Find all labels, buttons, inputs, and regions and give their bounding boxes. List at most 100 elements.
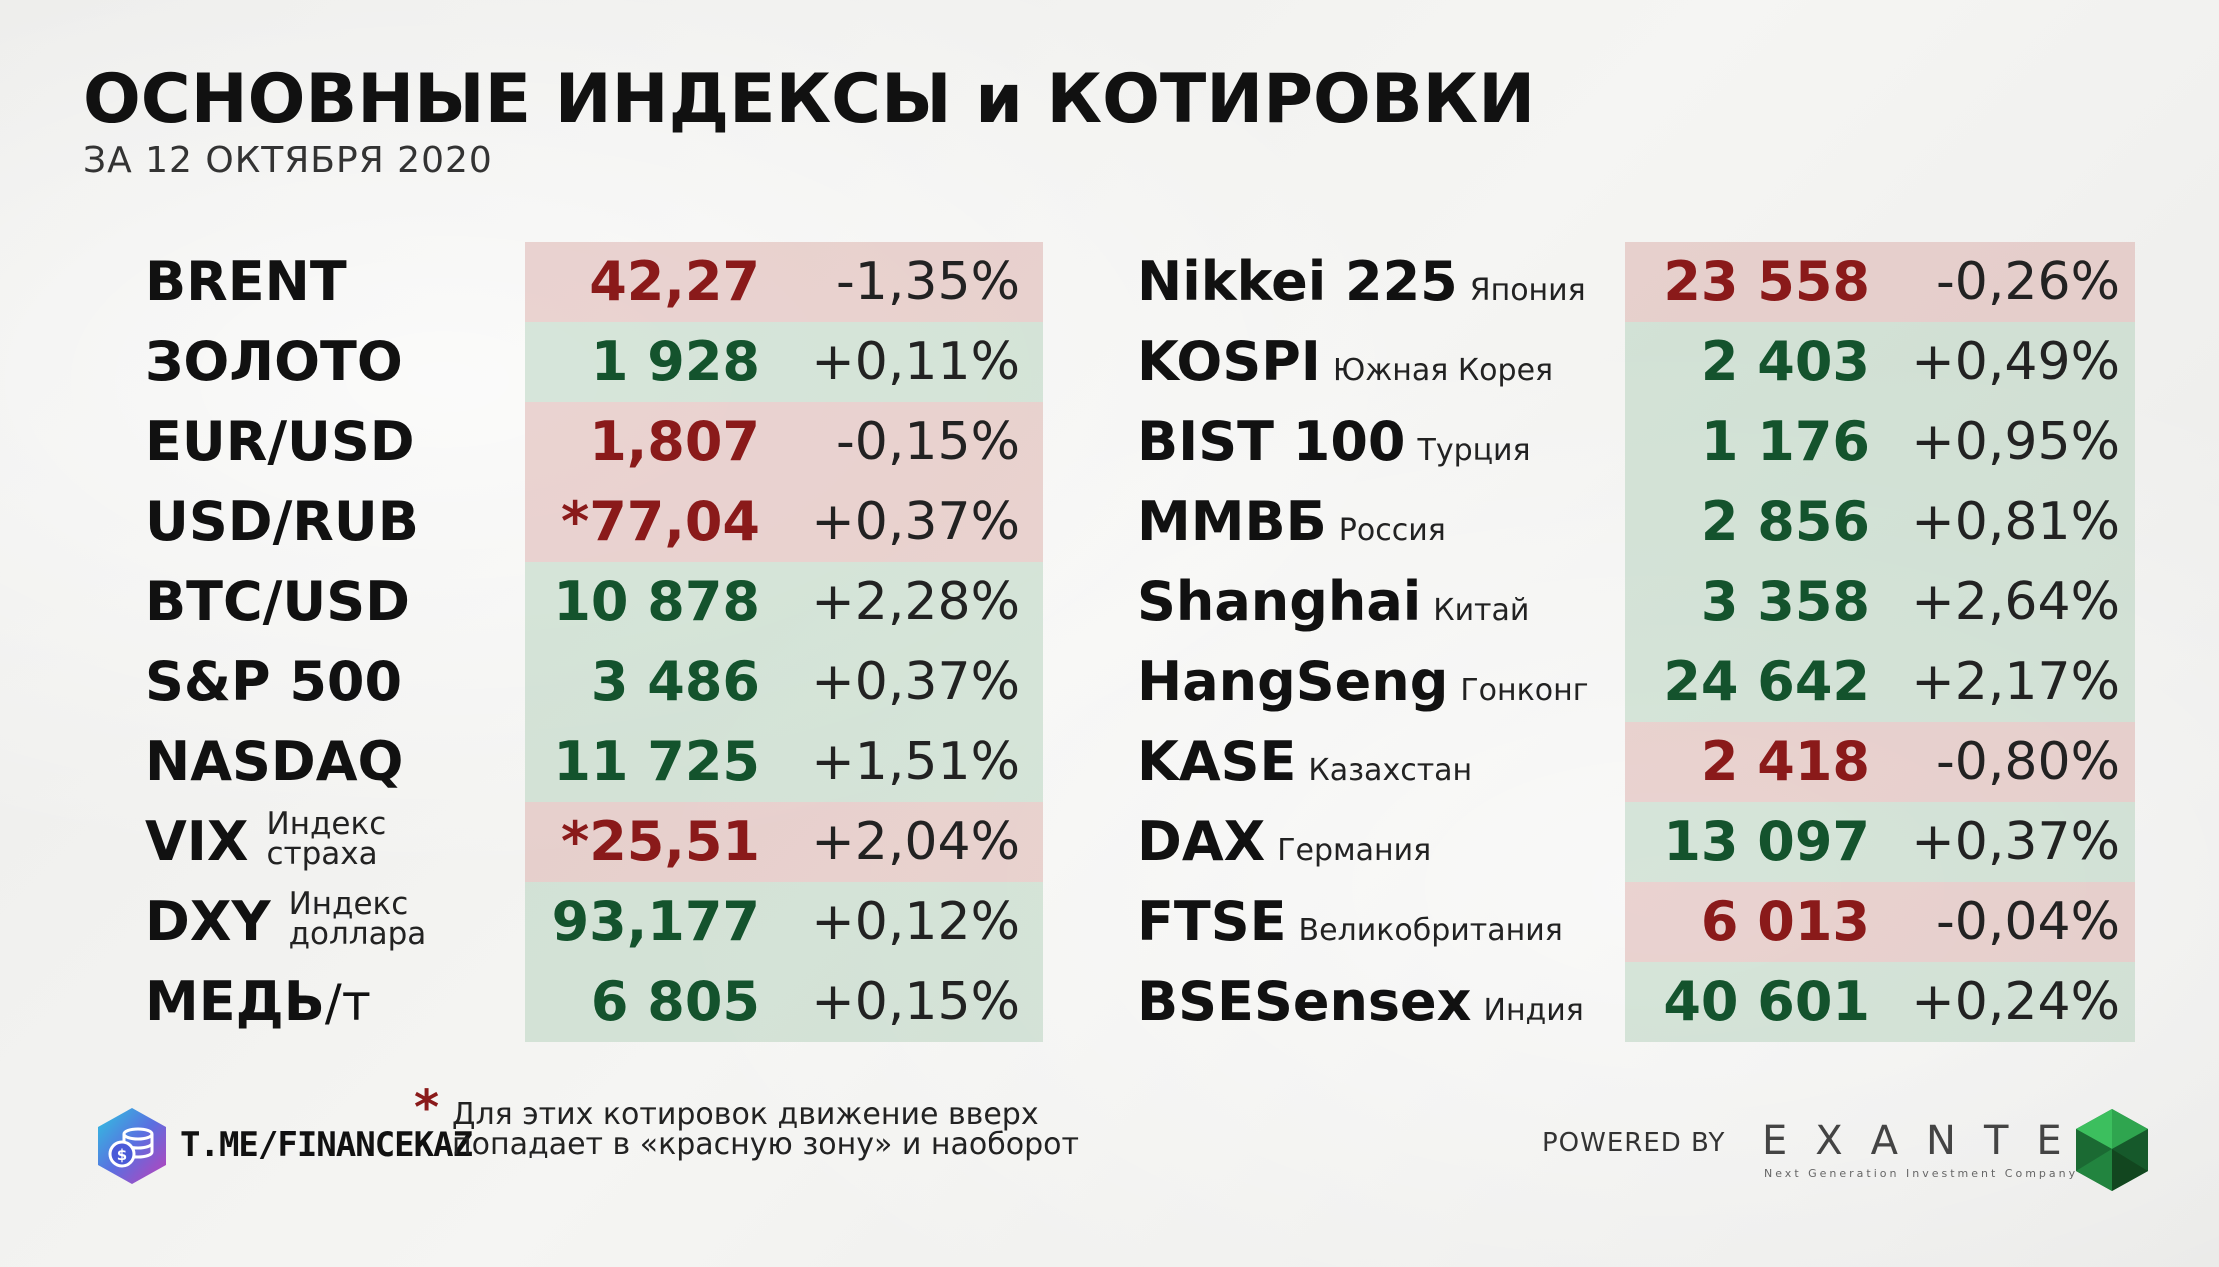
zone-cell — [525, 402, 1043, 482]
quote-country: Южная Корея — [1332, 353, 1554, 388]
quote-change: +2,28% — [811, 572, 1020, 632]
zone-cell — [525, 802, 1043, 882]
quote-name: VIX — [145, 810, 249, 873]
quote-value: 2 856 — [1700, 490, 1870, 553]
quote-value: 23 558 — [1663, 250, 1870, 313]
quote-change: +2,04% — [811, 812, 1020, 872]
channel-link[interactable]: T.ME/FINANCEKAZ — [180, 1125, 473, 1165]
page-title: ОСНОВНЫЕ ИНДЕКСЫ и КОТИРОВКИ — [83, 60, 1536, 139]
quote-change: +0,37% — [1911, 812, 2120, 872]
quote-row: BIST 100 Турция 1 176 +0,95% — [0, 402, 2219, 482]
quote-change: +0,12% — [811, 892, 1020, 952]
quote-name: HangSeng — [1137, 650, 1449, 713]
quote-name: BTC/USD — [145, 570, 410, 633]
quote-row: BSESensex Индия 40 601 +0,24% — [0, 962, 2219, 1042]
quote-label: BSESensex Индия — [1137, 962, 1584, 1042]
quote-value: 11 725 — [553, 730, 760, 793]
quote-value: 1,807 — [589, 410, 760, 473]
quote-label: USD/RUB — [145, 482, 419, 562]
quote-description-line: Индекс — [266, 806, 387, 843]
quote-country: Германия — [1277, 833, 1432, 868]
quote-value: *77,04 — [560, 490, 760, 553]
quote-row: NASDAQ 11 725 +1,51% — [0, 722, 2219, 802]
quote-value: 2 403 — [1700, 330, 1870, 393]
quote-change: -0,04% — [1936, 892, 2120, 952]
zone-cell — [525, 322, 1043, 402]
quote-label: DXY Индекс доллара — [145, 882, 426, 962]
quote-value: 42,27 — [589, 250, 760, 313]
zone-cell — [1625, 722, 2135, 802]
quote-description-line: страха — [266, 836, 378, 873]
quote-name: BSESensex — [1137, 970, 1472, 1033]
zone-cell — [1625, 402, 2135, 482]
zone-cell — [1625, 962, 2135, 1042]
quote-row: EUR/USD 1,807 -0,15% — [0, 402, 2219, 482]
quote-name: МЕДЬ — [145, 970, 325, 1033]
right-quotes-table: Nikkei 225 Япония 23 558 -0,26% KOSPI Южная К… — [0, 242, 2219, 1042]
zone-cell — [1625, 242, 2135, 322]
quote-description: Индекс страха — [266, 806, 387, 873]
quote-country: Индия — [1483, 993, 1584, 1028]
exante-tagline: Next Generation Investment Company — [1764, 1167, 2079, 1180]
quote-row: МЕДЬ/т 6 805 +0,15% — [0, 962, 2219, 1042]
green-gem-icon — [2076, 1109, 2148, 1191]
quote-country: Казахстан — [1308, 753, 1473, 788]
footnote-text: Для этих котировок движение вверх попада… — [452, 1097, 1080, 1162]
quote-value: 24 642 — [1663, 650, 1870, 713]
zone-cell — [525, 962, 1043, 1042]
quote-change: +0,81% — [1911, 492, 2120, 552]
quote-value: 1 176 — [1700, 410, 1870, 473]
quote-name: BIST 100 — [1137, 410, 1406, 473]
quote-row: USD/RUB *77,04 +0,37% — [0, 482, 2219, 562]
svg-text:$: $ — [117, 1146, 127, 1164]
quote-name: BRENT — [145, 250, 347, 313]
quote-name: ЗОЛОТО — [145, 330, 403, 393]
quote-label: МЕДЬ/т — [145, 962, 371, 1042]
zone-cell — [1625, 882, 2135, 962]
quote-country: Япония — [1469, 273, 1586, 308]
zone-cell — [525, 562, 1043, 642]
quote-label: KASE Казахстан — [1137, 722, 1472, 802]
quote-name: FTSE — [1137, 890, 1287, 953]
quote-row: HangSeng Гонконг 24 642 +2,17% — [0, 642, 2219, 722]
zone-cell — [525, 482, 1043, 562]
quote-name: NASDAQ — [145, 730, 404, 793]
quote-name: DAX — [1137, 810, 1266, 873]
quote-name: EUR/USD — [145, 410, 415, 473]
quote-change: +0,37% — [811, 492, 1020, 552]
quote-label: EUR/USD — [145, 402, 415, 482]
quote-row: ЗОЛОТО 1 928 +0,11% — [0, 322, 2219, 402]
zone-cell — [1625, 482, 2135, 562]
quote-row: DAX Германия 13 097 +0,37% — [0, 802, 2219, 882]
quote-row: Nikkei 225 Япония 23 558 -0,26% — [0, 242, 2219, 322]
exante-logo-text: EXANTE — [1762, 1118, 2090, 1164]
quote-label: NASDAQ — [145, 722, 403, 802]
quote-label: KOSPI Южная Корея — [1137, 322, 1553, 402]
quote-value: 1 928 — [590, 330, 760, 393]
quote-label: HangSeng Гонконг — [1137, 642, 1588, 722]
quote-label: S&P 500 — [145, 642, 402, 722]
quote-change: +0,24% — [1911, 972, 2120, 1032]
quote-row: S&P 500 3 486 +0,37% — [0, 642, 2219, 722]
quote-description-line: Индекс — [288, 886, 409, 923]
quote-label: Shanghai Китай — [1137, 562, 1529, 642]
quote-value: 40 601 — [1663, 970, 1870, 1033]
quote-name: KASE — [1137, 730, 1297, 793]
quote-change: +0,15% — [811, 972, 1020, 1032]
quote-value: 6 013 — [1700, 890, 1870, 953]
quote-label: BIST 100 Турция — [1137, 402, 1531, 482]
quote-country: Гонконг — [1460, 673, 1589, 708]
quote-name: Shanghai — [1137, 570, 1422, 633]
quote-row: VIX Индекс страха *25,51 +2,04% — [0, 802, 2219, 882]
quote-change: +1,51% — [811, 732, 1020, 792]
quote-country: Россия — [1338, 513, 1446, 548]
quote-label: ММВБ Россия — [1137, 482, 1446, 562]
quote-value: 6 805 — [590, 970, 760, 1033]
zone-cell — [525, 642, 1043, 722]
quote-change: -0,80% — [1936, 732, 2120, 792]
quote-value: 93,177 — [551, 890, 760, 953]
quote-unit: /т — [324, 974, 371, 1032]
quote-change: +0,11% — [811, 332, 1020, 392]
quote-name: DXY — [145, 890, 271, 953]
quote-change: -0,26% — [1936, 252, 2120, 312]
